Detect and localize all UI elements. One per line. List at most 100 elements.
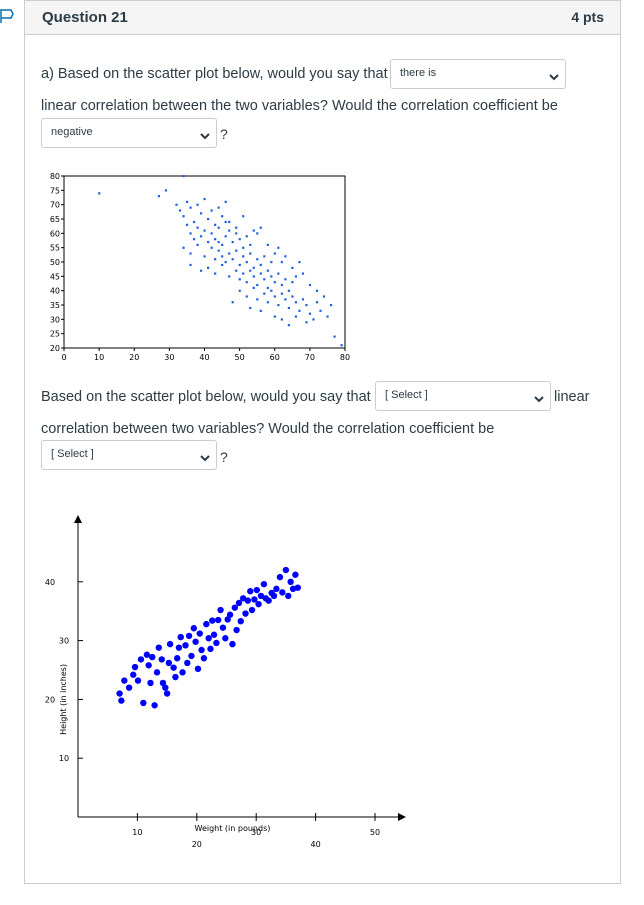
data-point bbox=[179, 669, 186, 676]
data-point bbox=[163, 690, 171, 697]
data-point bbox=[242, 610, 249, 617]
data-point bbox=[287, 324, 290, 327]
data-point bbox=[263, 278, 266, 281]
data-point bbox=[221, 215, 224, 218]
data-point bbox=[231, 604, 239, 611]
data-point bbox=[279, 589, 286, 596]
data-point bbox=[270, 261, 273, 264]
data-point bbox=[298, 261, 301, 264]
data-point bbox=[170, 664, 177, 671]
data-point bbox=[210, 209, 213, 212]
data-point bbox=[245, 261, 248, 264]
data-point bbox=[207, 266, 210, 269]
data-point bbox=[221, 255, 224, 258]
data-point bbox=[249, 269, 252, 272]
flag-icon[interactable] bbox=[0, 8, 14, 24]
data-point bbox=[198, 646, 205, 654]
data-point bbox=[210, 631, 218, 638]
data-point bbox=[273, 252, 276, 255]
data-point bbox=[196, 203, 199, 206]
data-point bbox=[298, 309, 301, 312]
plot-frame bbox=[63, 175, 346, 349]
data-point bbox=[214, 272, 217, 275]
data-point bbox=[155, 644, 162, 651]
data-point bbox=[265, 597, 272, 604]
data-point bbox=[245, 295, 248, 298]
y-tick-label: 45 bbox=[50, 272, 60, 281]
x-tick-label: 50 bbox=[235, 353, 245, 362]
data-point bbox=[263, 255, 266, 258]
data-point bbox=[242, 246, 245, 249]
data-point bbox=[252, 275, 255, 278]
part-a-coefficient-select[interactable]: negative bbox=[41, 118, 217, 148]
part-a-question-mark: ? bbox=[220, 126, 228, 142]
data-point bbox=[340, 344, 343, 347]
data-point bbox=[165, 659, 173, 667]
data-point bbox=[188, 652, 195, 660]
x-tick-label: 20 bbox=[129, 353, 139, 362]
scatter-plot-2: 10 20 30 40 50 10 20 30 40 Weight (in pounds) Heig… bbox=[45, 515, 406, 849]
data-point bbox=[277, 246, 280, 249]
y-tick-label: 80 bbox=[50, 172, 60, 181]
scatter-plot-1: 0 10 20 30 40 50 60 70 80 20 25 30 35 40 45 50 55 60 65 70 7… bbox=[50, 172, 350, 362]
data-point bbox=[118, 697, 125, 704]
x-tick-label: 40 bbox=[199, 353, 209, 362]
data-point bbox=[301, 298, 305, 301]
data-point bbox=[305, 304, 308, 307]
part-a-sentence-start: a) Based on the scatter plot below, woul… bbox=[41, 66, 388, 82]
data-point bbox=[249, 243, 252, 246]
data-point bbox=[125, 684, 133, 691]
data-point bbox=[189, 263, 192, 267]
part-b-correlation-select[interactable]: [ Select ] bbox=[375, 381, 551, 411]
data-point bbox=[217, 226, 220, 229]
part-a-sentence-mid: linear correlation between the two varia… bbox=[41, 98, 558, 114]
part-b-coefficient-select[interactable]: [ Select ] bbox=[41, 440, 217, 470]
data-point bbox=[249, 306, 252, 310]
y-axis-label: Height (in inches) bbox=[59, 664, 68, 735]
data-point bbox=[282, 566, 290, 574]
data-point bbox=[280, 261, 283, 264]
data-point bbox=[184, 659, 191, 667]
data-point bbox=[199, 235, 203, 238]
data-point bbox=[196, 630, 203, 637]
data-point bbox=[270, 275, 273, 278]
y-tick-label: 40 bbox=[45, 578, 55, 587]
data-point bbox=[189, 232, 192, 235]
data-point bbox=[287, 578, 294, 585]
data-point bbox=[116, 690, 123, 697]
data-point bbox=[273, 315, 276, 318]
x-tick-label: 70 bbox=[305, 353, 315, 362]
data-point bbox=[134, 677, 142, 684]
data-point bbox=[175, 203, 178, 206]
data-point bbox=[305, 321, 308, 324]
data-point bbox=[207, 218, 210, 221]
data-point bbox=[173, 655, 181, 662]
data-point bbox=[291, 266, 294, 269]
y-axis-arrow bbox=[74, 515, 82, 523]
data-point bbox=[273, 585, 280, 593]
data-point bbox=[143, 651, 151, 658]
x-tick-label: 40 bbox=[311, 840, 321, 849]
y-tick-label: 70 bbox=[50, 201, 60, 210]
data-point bbox=[205, 635, 212, 642]
y-tick-label: 20 bbox=[50, 344, 60, 353]
data-point bbox=[217, 240, 220, 244]
y-tick-label: 35 bbox=[50, 301, 60, 310]
data-point bbox=[158, 656, 165, 663]
data-point bbox=[189, 206, 192, 209]
data-point bbox=[137, 656, 145, 663]
part-b-sentence-start: Based on the scatter plot below, would y… bbox=[41, 389, 371, 405]
data-point bbox=[131, 663, 139, 671]
part-a-correlation-select[interactable]: there is bbox=[390, 59, 566, 89]
data-point bbox=[280, 318, 283, 321]
data-point bbox=[235, 599, 243, 607]
question-points: 4 pts bbox=[571, 9, 604, 25]
x-tick-label: 80 bbox=[340, 353, 350, 362]
data-point bbox=[285, 592, 292, 600]
data-point bbox=[196, 226, 199, 229]
data-point bbox=[294, 301, 298, 304]
data-point bbox=[238, 278, 241, 281]
x-axis-label: Weight (in pounds) bbox=[195, 824, 271, 833]
x-tick-label: 20 bbox=[192, 840, 202, 849]
data-point bbox=[182, 215, 185, 218]
